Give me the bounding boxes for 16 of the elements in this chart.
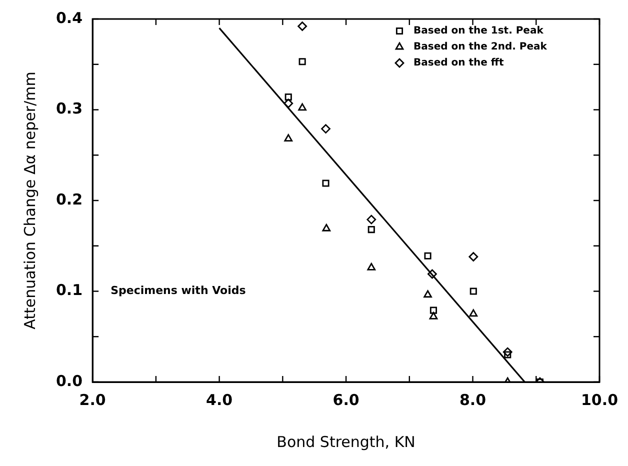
- legend-label: Based on the 1st. Peak: [413, 26, 544, 37]
- y-tick-label: 0.2: [56, 190, 83, 208]
- x-tick-label: 8.0: [459, 390, 486, 409]
- x-axis-title: Bond Strength, KN: [276, 432, 416, 451]
- y-tick-label: 0.0: [56, 372, 83, 390]
- x-tick-label: 6.0: [332, 390, 360, 409]
- y-tick-label: 0.3: [56, 100, 83, 118]
- x-tick-label: 2.0: [79, 390, 106, 409]
- x-tick-label: 4.0: [206, 390, 233, 409]
- legend-label: Based on the fft: [413, 58, 504, 69]
- y-tick-label: 0.4: [56, 8, 83, 27]
- legend-label: Based on the 2nd. Peak: [413, 42, 548, 53]
- x-tick-label: 10.0: [580, 390, 618, 409]
- y-axis-title: Attenuation Change Δα neper/mm: [20, 72, 39, 330]
- y-tick-label: 0.1: [56, 281, 83, 300]
- annotation: Specimens with Voids: [110, 284, 246, 298]
